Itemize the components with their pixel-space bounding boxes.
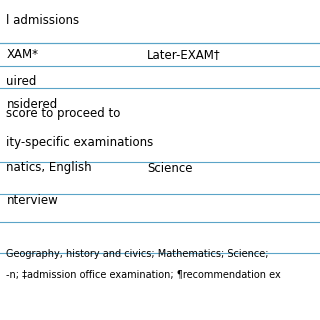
Text: natics, English: natics, English xyxy=(6,162,92,174)
Text: score to proceed to: score to proceed to xyxy=(6,107,121,120)
Text: nterview: nterview xyxy=(6,194,58,206)
Text: Later-EXAM†: Later-EXAM† xyxy=(147,48,221,61)
Text: uired: uired xyxy=(6,75,37,88)
Text: nsidered: nsidered xyxy=(6,98,58,110)
Text: l admissions: l admissions xyxy=(6,14,80,27)
Text: -n; ‡admission office examination; ¶recommendation ex: -n; ‡admission office examination; ¶reco… xyxy=(6,270,281,280)
Text: XAM*: XAM* xyxy=(6,48,38,61)
Text: Geography, history and civics; Mathematics; Science;: Geography, history and civics; Mathemati… xyxy=(6,249,269,260)
Text: Science: Science xyxy=(147,162,193,174)
Text: ity-specific examinations: ity-specific examinations xyxy=(6,136,154,149)
